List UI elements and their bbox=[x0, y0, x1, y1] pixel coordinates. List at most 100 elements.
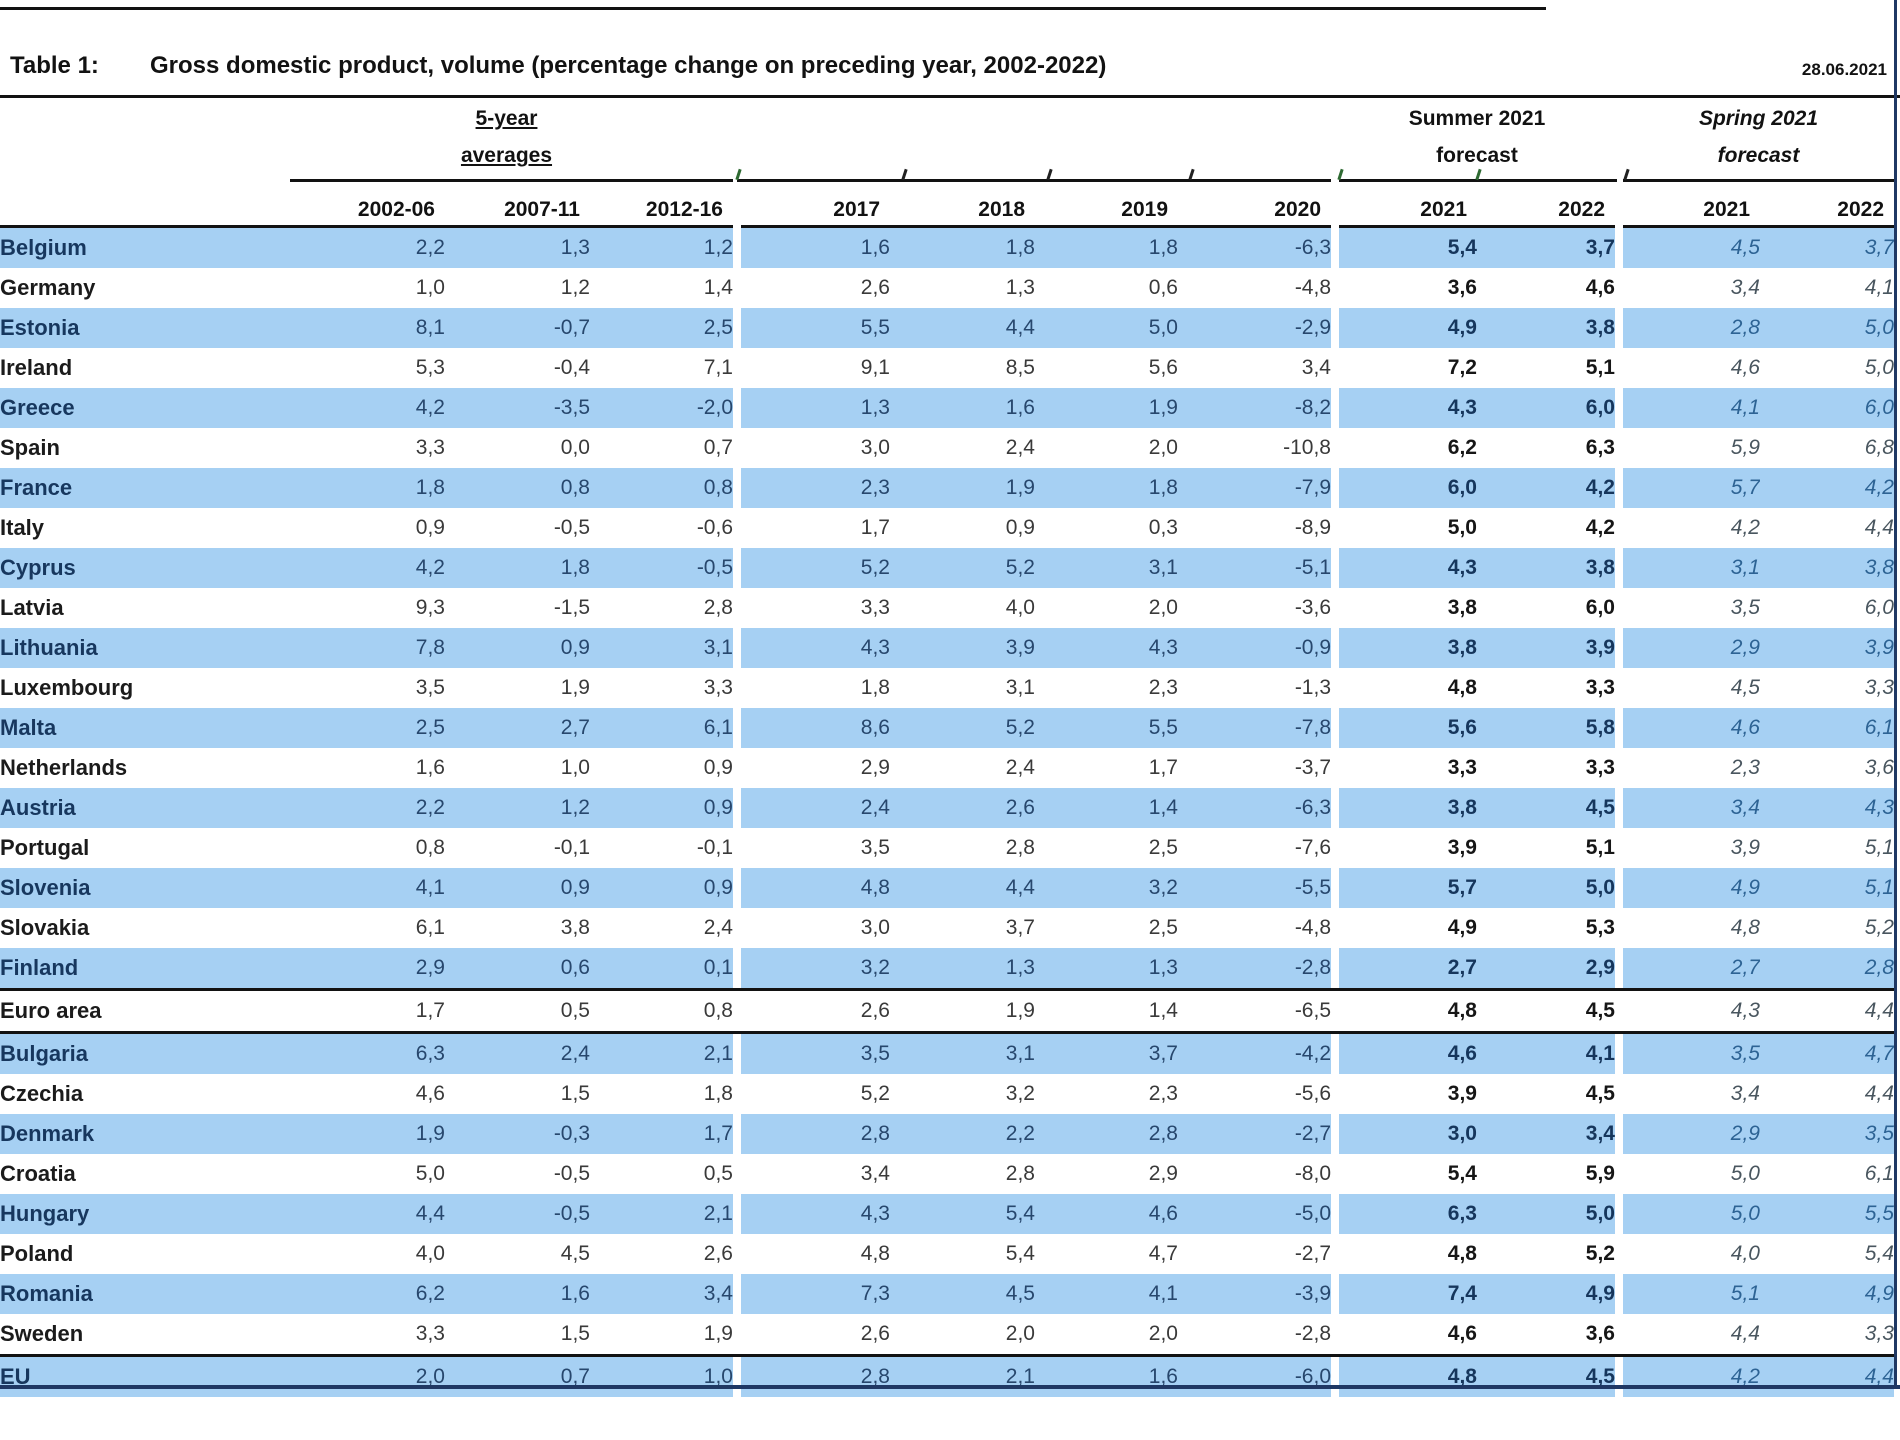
value-cell: 0,1 bbox=[590, 948, 733, 990]
value-cell: 5,5 bbox=[1760, 1194, 1894, 1234]
value-cell: 3,2 bbox=[1035, 868, 1178, 908]
value-cell: 4,2 bbox=[1623, 1354, 1760, 1397]
column-gap bbox=[1615, 1354, 1623, 1397]
value-cell: 1,3 bbox=[1035, 948, 1178, 990]
value-cell: 4,7 bbox=[1760, 1032, 1894, 1074]
value-cell: 3,9 bbox=[1760, 628, 1894, 668]
value-cell: 4,6 bbox=[1447, 1322, 1477, 1345]
column-gap bbox=[1615, 708, 1623, 748]
table-row: Greece 4,2 -3,5 -2,0 1,3 1,6 1,9 -8,2 4,3 6,0 4,1 6… bbox=[0, 388, 1894, 428]
column-header: 2021 bbox=[1623, 190, 1760, 228]
value-cell: 7,8 bbox=[240, 628, 445, 668]
value-cell: 1,6 bbox=[415, 756, 445, 779]
value-cell: 3,8 bbox=[560, 916, 590, 939]
value-cell: 2,3 bbox=[1148, 1082, 1178, 1105]
value-cell: 2,2 bbox=[890, 1114, 1035, 1154]
table-row: Denmark 1,9 -0,3 1,7 2,8 2,2 2,8 -2,7 3,0 3,4 2,9 3… bbox=[0, 1114, 1894, 1154]
value-cell: -7,6 bbox=[1294, 836, 1331, 859]
column-gap bbox=[733, 588, 741, 628]
value-cell: 4,5 bbox=[1730, 676, 1760, 699]
table-row: Luxembourg 3,5 1,9 3,3 1,8 3,1 2,3 -1,3 4,8 3,3 4,… bbox=[0, 668, 1894, 708]
column-gap bbox=[1615, 428, 1623, 468]
column-gap bbox=[1615, 388, 1623, 428]
value-cell: 3,8 bbox=[1760, 548, 1894, 588]
table-row: Austria 2,2 1,2 0,9 2,4 2,6 1,4 -6,3 3,8 4,5 3,4 4,… bbox=[0, 788, 1894, 828]
value-cell: 4,0 bbox=[1730, 1242, 1760, 1265]
value-cell: 5,0 bbox=[415, 1162, 445, 1185]
value-cell: 3,3 bbox=[1447, 756, 1477, 779]
value-cell: 1,2 bbox=[560, 276, 590, 299]
value-cell: 2,5 bbox=[590, 308, 733, 348]
value-cell: -6,3 bbox=[1178, 788, 1331, 828]
column-gap bbox=[733, 190, 741, 227]
value-cell: 4,2 bbox=[240, 548, 445, 588]
value-cell: 2,2 bbox=[240, 226, 445, 268]
value-cell: 0,8 bbox=[445, 468, 590, 508]
value-cell: 8,5 bbox=[1005, 356, 1035, 379]
value-cell: 1,8 bbox=[890, 226, 1035, 268]
column-gap bbox=[1331, 988, 1339, 1034]
value-cell: 4,6 bbox=[1730, 356, 1760, 379]
value-cell: 7,1 bbox=[703, 356, 733, 379]
value-cell: 2,0 bbox=[1148, 436, 1178, 459]
value-cell: 4,6 bbox=[1585, 276, 1615, 299]
value-cell: 3,4 bbox=[1730, 1082, 1760, 1105]
value-cell: 5,4 bbox=[1005, 1242, 1035, 1265]
value-cell: 4,3 bbox=[1760, 788, 1894, 828]
value-cell: 3,0 bbox=[860, 436, 890, 459]
value-cell: 3,8 bbox=[1477, 548, 1615, 588]
value-cell: 3,2 bbox=[741, 948, 890, 990]
column-gap bbox=[1615, 628, 1623, 668]
value-cell: 4,8 bbox=[741, 868, 890, 908]
value-cell: 2,6 bbox=[703, 1242, 733, 1265]
value-cell: 3,5 bbox=[1730, 596, 1760, 619]
column-gap bbox=[1331, 828, 1339, 868]
group-rule-averages bbox=[290, 179, 733, 182]
group-label-line: averages bbox=[460, 144, 553, 167]
value-cell: 2,4 bbox=[703, 916, 733, 939]
column-gap bbox=[733, 628, 741, 668]
country-label: Euro area bbox=[0, 988, 240, 1034]
value-cell: -5,5 bbox=[1178, 868, 1331, 908]
value-cell: 2,4 bbox=[741, 788, 890, 828]
value-cell: 2,6 bbox=[890, 788, 1035, 828]
country-label: France bbox=[0, 468, 240, 508]
column-gap bbox=[1615, 1154, 1623, 1194]
value-cell: 1,2 bbox=[445, 788, 590, 828]
country-label: Luxembourg bbox=[0, 675, 134, 700]
value-cell: 3,1 bbox=[1623, 548, 1760, 588]
value-cell: 5,5 bbox=[1035, 708, 1178, 748]
country-label: Romania bbox=[0, 1274, 240, 1314]
value-cell: 4,1 bbox=[1864, 276, 1894, 299]
value-cell: 4,5 bbox=[890, 1274, 1035, 1314]
value-cell: 0,8 bbox=[415, 836, 445, 859]
column-gap bbox=[1331, 1114, 1339, 1154]
value-cell: 3,6 bbox=[1585, 1322, 1615, 1345]
value-cell: 3,5 bbox=[415, 676, 445, 699]
table-row: Slovenia 4,1 0,9 0,9 4,8 4,4 3,2 -5,5 5,7 5,0 4,9 5… bbox=[0, 868, 1894, 908]
value-cell: -0,5 bbox=[590, 548, 733, 588]
value-cell: 5,6 bbox=[1339, 708, 1477, 748]
value-cell: 3,5 bbox=[1623, 1032, 1760, 1074]
column-group-summer-forecast: Summer 2021 forecast bbox=[1339, 100, 1615, 174]
column-gap bbox=[1615, 788, 1623, 828]
value-cell: 4,3 bbox=[1623, 988, 1760, 1034]
table-row: EU 2,0 0,7 1,0 2,8 2,1 1,6 -6,0 4,8 4,5 4,2 4,4 bbox=[0, 1354, 1894, 1397]
column-gap bbox=[1331, 1074, 1339, 1114]
column-gap bbox=[1615, 1114, 1623, 1154]
column-header: 2020 bbox=[1178, 190, 1331, 228]
value-cell: 4,2 bbox=[1730, 516, 1760, 539]
column-gap bbox=[1331, 226, 1339, 268]
column-gap bbox=[1615, 828, 1623, 868]
value-cell: 3,3 bbox=[703, 676, 733, 699]
country-label: Bulgaria bbox=[0, 1032, 240, 1074]
value-cell: 3,9 bbox=[890, 628, 1035, 668]
value-cell: -8,2 bbox=[1178, 388, 1331, 428]
column-gap bbox=[733, 1354, 741, 1397]
column-gap bbox=[733, 1274, 741, 1314]
value-cell: 3,7 bbox=[1005, 916, 1035, 939]
column-gap bbox=[1331, 1154, 1339, 1194]
value-cell: 5,8 bbox=[1477, 708, 1615, 748]
column-gap bbox=[1331, 628, 1339, 668]
value-cell: 5,4 bbox=[1447, 1162, 1477, 1185]
